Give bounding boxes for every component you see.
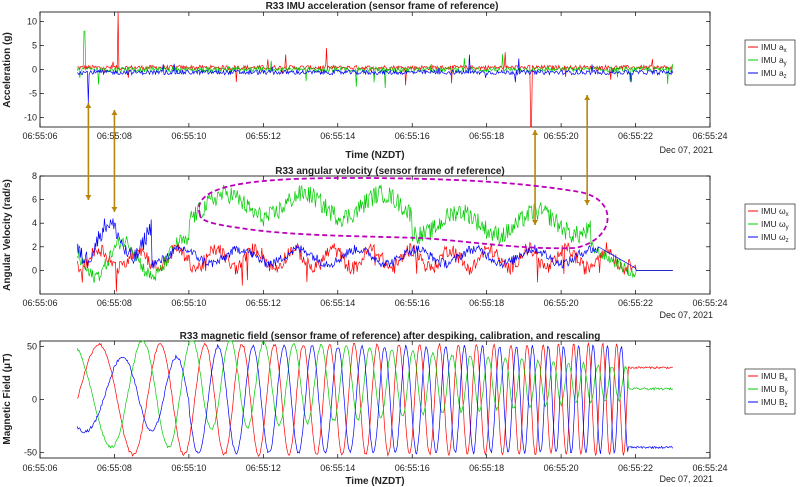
x-tick-label: 06:55:20 — [544, 463, 579, 473]
acceleration-panel: R33 IMU acceleration (sensor frame of re… — [2, 1, 796, 161]
y-tick-label: 0 — [32, 395, 37, 405]
legend-entry: IMU Bz — [761, 397, 788, 409]
magnetic-field-xlabel: Time (NZDT) — [345, 476, 404, 487]
angular-velocity-panel: R33 angular velocity (sensor frame of re… — [2, 166, 796, 320]
highlight-region — [198, 177, 609, 250]
legend-entry: IMU By — [761, 384, 788, 396]
y-tick-label: 2 — [32, 242, 37, 252]
acceleration-title: R33 IMU acceleration (sensor frame of re… — [266, 1, 499, 12]
annotation-arrowhead — [532, 220, 539, 225]
y-tick-label: 10 — [27, 17, 37, 27]
series-line-z — [76, 218, 673, 271]
y-tick-label: 50 — [27, 341, 37, 351]
y-tick-label: -5 — [29, 88, 37, 98]
series-line-y — [76, 184, 673, 283]
x-tick-label: 06:55:12 — [246, 463, 281, 473]
magnetic-field-date: Dec 07, 2021 — [659, 474, 713, 484]
annotation-arrowhead — [111, 110, 118, 115]
magnetic-field-ticks: 06:55:06 06:55:08 06:55:10 06:55:12 06:55:14… — [22, 341, 728, 473]
x-tick-label: 06:55:24 — [692, 131, 727, 141]
legend-entry: IMU ωx — [761, 206, 789, 218]
x-tick-label: 06:55:24 — [692, 463, 727, 473]
legend-entry: IMU ay — [761, 55, 787, 67]
y-tick-label: 0 — [32, 65, 37, 75]
x-tick-label: 06:55:12 — [246, 298, 281, 308]
series-line-x — [76, 241, 673, 292]
x-tick-label: 06:55:20 — [544, 131, 579, 141]
legend-entry: IMU Bx — [761, 371, 788, 383]
x-tick-label: 06:55:12 — [246, 131, 281, 141]
series-line-x — [76, 341, 673, 458]
x-tick-label: 06:55:06 — [22, 131, 57, 141]
x-tick-label: 06:55:10 — [171, 463, 206, 473]
x-tick-label: 06:55:16 — [395, 463, 430, 473]
x-tick-label: 06:55:22 — [618, 298, 653, 308]
magnetic-field-title: R33 magnetic field (sensor frame of refe… — [180, 331, 601, 342]
x-tick-label: 06:55:08 — [97, 298, 132, 308]
annotations — [85, 95, 609, 250]
x-tick-label: 06:55:18 — [469, 131, 504, 141]
y-tick-label: 0 — [32, 265, 37, 275]
x-tick-label: 06:55:06 — [22, 463, 57, 473]
y-tick-label: 4 — [32, 218, 37, 228]
magnetic-field-series — [76, 340, 674, 458]
x-tick-label: 06:55:06 — [22, 298, 57, 308]
y-tick-label: 5 — [32, 41, 37, 51]
legend-entry: IMU ωz — [761, 232, 789, 244]
annotation-arrowhead — [532, 130, 539, 135]
angular-velocity-date: Dec 07, 2021 — [659, 310, 713, 320]
x-tick-label: 06:55:16 — [395, 131, 430, 141]
annotation-arrowhead — [85, 195, 92, 200]
annotation-arrowhead — [584, 95, 591, 100]
legend-entry: IMU ωy — [761, 219, 789, 231]
acceleration-date: Dec 07, 2021 — [659, 145, 713, 155]
acceleration-ylabel: Acceleration (g) — [2, 32, 13, 108]
annotation-arrowhead — [584, 200, 591, 205]
series-line-z — [76, 343, 674, 455]
y-tick-label: -10 — [24, 112, 37, 122]
angular-velocity-ylabel: Angular Velocity (rad/s) — [2, 179, 13, 291]
series-line-y — [76, 340, 674, 449]
x-tick-label: 06:55:16 — [395, 298, 430, 308]
angular-velocity-series — [76, 184, 673, 292]
x-tick-label: 06:55:14 — [320, 298, 355, 308]
acceleration-xlabel: Time (NZDT) — [345, 150, 404, 161]
angular-velocity-axes — [39, 175, 711, 295]
x-tick-label: 06:55:10 — [171, 298, 206, 308]
angular-velocity-title: R33 angular velocity (sensor frame of re… — [275, 166, 505, 177]
angular-velocity-ticks: 06:55:06 06:55:08 06:55:10 06:55:12 06:55:14… — [22, 171, 727, 308]
annotation-arrowhead — [85, 103, 92, 108]
x-tick-label: 06:55:14 — [320, 463, 355, 473]
magnetic-field-panel: R33 magnetic field (sensor frame of refe… — [2, 331, 796, 487]
x-tick-label: 06:55:10 — [171, 131, 206, 141]
x-tick-label: 06:55:08 — [97, 463, 132, 473]
annotation-arrowhead — [111, 207, 118, 212]
x-tick-label: 06:55:20 — [544, 298, 579, 308]
series-line-z — [77, 54, 674, 104]
legend-entry: IMU ax — [761, 42, 787, 54]
magnetic-field-ylabel: Magnetic Field (μT) — [2, 353, 13, 444]
x-tick-label: 06:55:18 — [469, 298, 504, 308]
y-tick-label: 6 — [32, 195, 37, 205]
x-tick-label: 06:55:22 — [618, 131, 653, 141]
acceleration-series — [76, 11, 674, 128]
x-tick-label: 06:55:24 — [692, 298, 727, 308]
x-tick-label: 06:55:22 — [618, 463, 653, 473]
x-tick-label: 06:55:18 — [469, 463, 504, 473]
y-tick-label: 8 — [32, 171, 37, 181]
series-line-y — [76, 30, 674, 89]
legend-entry: IMU az — [761, 68, 787, 80]
x-tick-label: 06:55:14 — [320, 131, 355, 141]
y-tick-label: -50 — [24, 448, 37, 458]
